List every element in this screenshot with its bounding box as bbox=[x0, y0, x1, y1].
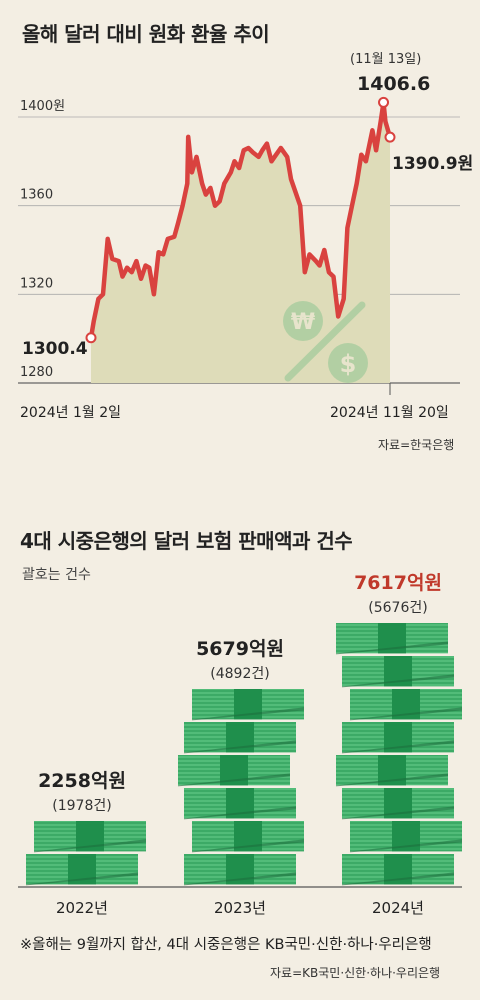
money-bundle bbox=[34, 821, 146, 853]
money-stack-2024년 bbox=[336, 623, 462, 886]
svg-text:₩: ₩ bbox=[291, 310, 315, 335]
y-tick-label: 1400원 bbox=[20, 99, 65, 114]
category-label: 2024년 bbox=[372, 899, 424, 917]
money-bundle bbox=[184, 722, 296, 754]
bar-value-label: 7617억원 bbox=[354, 572, 442, 594]
start-point bbox=[85, 332, 97, 344]
chart2-title: 4대 시중은행의 달러 보험 판매액과 건수 bbox=[20, 529, 353, 553]
money-bundle bbox=[192, 689, 304, 721]
svg-text:$: $ bbox=[340, 350, 357, 378]
end-value-label: 1390.9원 bbox=[392, 154, 474, 174]
peak-value-label: 1406.6 bbox=[357, 73, 431, 95]
peak-date-label: (11월 13일) bbox=[350, 52, 422, 67]
chart2-subtitle: 괄호는 건수 bbox=[22, 567, 91, 583]
money-bundle bbox=[342, 722, 454, 754]
x-end-label: 2024년 11월 20일 bbox=[330, 405, 449, 421]
y-tick-label: 1360 bbox=[20, 188, 53, 203]
category-label: 2022년 bbox=[56, 899, 108, 917]
money-bundle bbox=[342, 854, 454, 886]
chart2-source: 자료=KB국민·신한·하나·우리은행 bbox=[270, 966, 441, 980]
chart1-source: 자료=한국은행 bbox=[378, 438, 455, 452]
money-bundle bbox=[342, 656, 454, 688]
money-stack-2022년 bbox=[26, 821, 146, 886]
money-stack-2023년 bbox=[178, 689, 304, 886]
dollar-coin-icon bbox=[328, 343, 368, 383]
category-label: 2023년 bbox=[214, 899, 266, 917]
money-bundle bbox=[342, 788, 454, 820]
x-start-label: 2024년 1월 2일 bbox=[20, 405, 121, 421]
y-tick-label: 1320 bbox=[20, 276, 53, 291]
chart1-y-tick-labels: 1280 1320 1360 1400원 bbox=[20, 99, 65, 380]
money-bundle bbox=[192, 821, 304, 853]
chart1-title: 올해 달러 대비 원화 환율 추이 bbox=[22, 22, 270, 46]
footnote: ※올해는 9월까지 합산, 4대 시중은행은 KB국민·신한·하나·우리은행 bbox=[20, 937, 432, 953]
end-point bbox=[384, 131, 396, 143]
money-bundle bbox=[336, 623, 448, 655]
money-bundle bbox=[350, 689, 462, 721]
currency-icon-group: ₩ $ bbox=[283, 301, 368, 383]
bar-count-label: (5676건) bbox=[368, 600, 427, 616]
bar-value-label: 2258억원 bbox=[38, 770, 126, 792]
start-value-label: 1300.4 bbox=[22, 339, 88, 359]
money-bundle bbox=[178, 755, 290, 787]
exchange-rate-area bbox=[91, 102, 390, 384]
money-bundle bbox=[26, 854, 138, 886]
won-coin-icon bbox=[283, 301, 323, 341]
bar-value-label: 5679억원 bbox=[196, 638, 284, 660]
bar-count-label: (4892건) bbox=[210, 666, 269, 682]
exchange-rate-chart: 1280 1320 1360 1400원 ₩ $ bbox=[18, 96, 460, 395]
money-bundle bbox=[350, 821, 462, 853]
money-bundle bbox=[336, 755, 448, 787]
slash-icon bbox=[284, 301, 366, 382]
y-tick-label: 1280 bbox=[20, 365, 53, 380]
money-bundle bbox=[184, 854, 296, 886]
money-bundle bbox=[184, 788, 296, 820]
peak-point bbox=[378, 96, 390, 108]
exchange-rate-line bbox=[88, 100, 393, 341]
bar-count-label: (1978건) bbox=[52, 798, 111, 814]
